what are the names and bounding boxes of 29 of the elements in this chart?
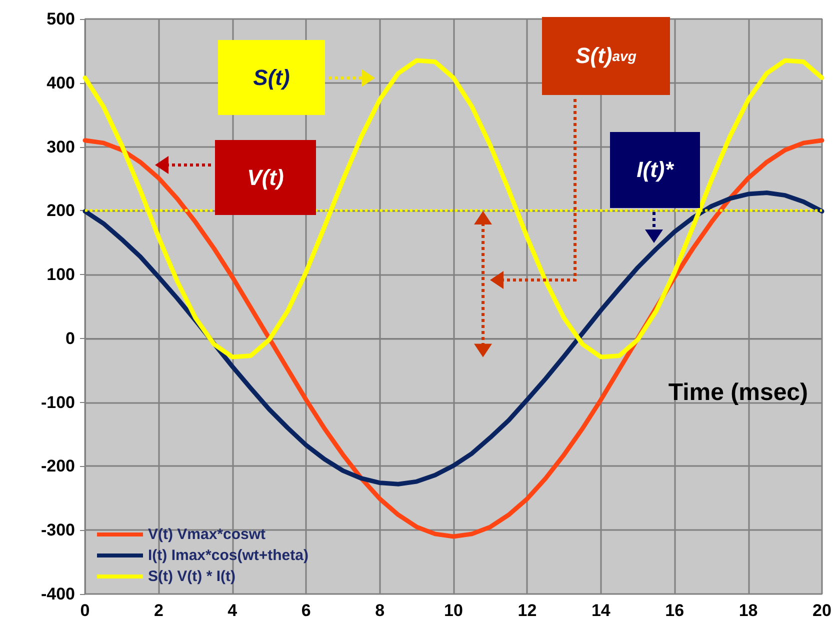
x-tick-label: 18 [738, 601, 758, 619]
x-axis-title: Time (msec) [668, 378, 808, 406]
legend-label: S(t) V(t) * I(t) [148, 568, 236, 585]
x-tick-label: 12 [518, 601, 537, 619]
y-tick-label: 300 [46, 137, 75, 156]
callout-box: S(t) [218, 40, 325, 115]
callout-box: I(t)* [610, 132, 700, 208]
x-tick-label: 4 [228, 601, 238, 619]
y-tick-label: 400 [46, 73, 75, 92]
y-tick-label: -400 [40, 584, 75, 604]
legend-label: V(t) Vmax*coswt [148, 526, 266, 543]
x-tick-label: 14 [591, 601, 611, 619]
y-tick-label: -100 [40, 392, 75, 412]
x-tick-label: 2 [154, 601, 164, 619]
legend-label: I(t) Imax*cos(wt+theta) [148, 547, 308, 564]
y-tick-label: 0 [66, 328, 75, 348]
x-tick-label: 6 [301, 601, 311, 619]
y-tick-label: 100 [46, 265, 75, 284]
x-tick-label: 20 [812, 601, 832, 619]
x-tick-label: 0 [80, 601, 90, 619]
y-tick-label: -200 [40, 456, 75, 476]
callout-box: V(t) [215, 140, 316, 215]
y-tick-label: 500 [46, 10, 75, 28]
x-tick-label: 16 [665, 601, 684, 619]
y-tick-label: 200 [46, 201, 75, 220]
x-tick-label: 8 [375, 601, 385, 619]
x-tick-label: 10 [444, 601, 463, 619]
line-series [82, 190, 824, 486]
y-tick-label: -300 [40, 520, 75, 540]
